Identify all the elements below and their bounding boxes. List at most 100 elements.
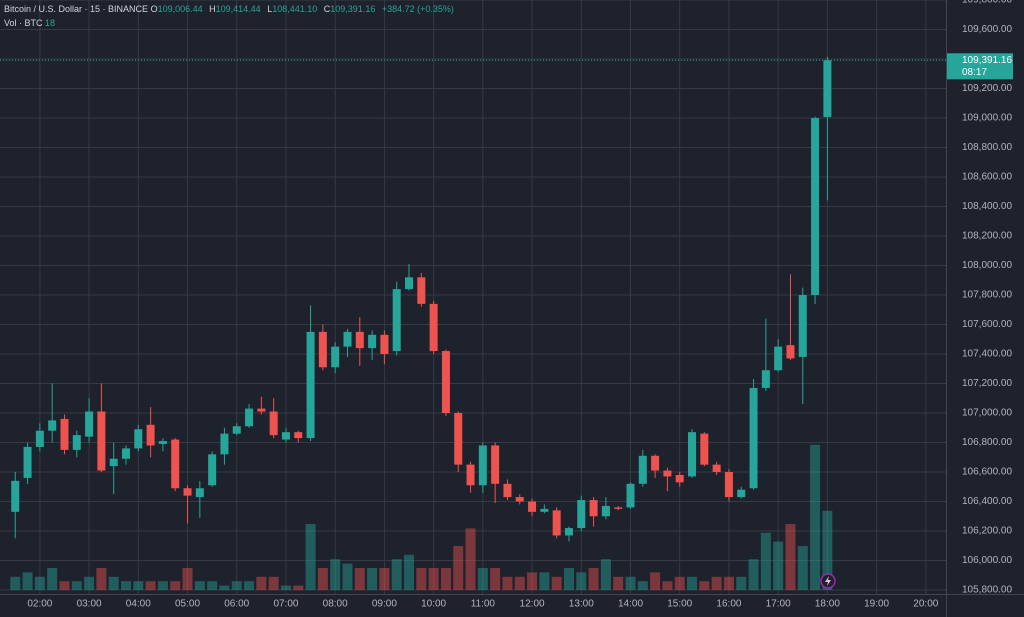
candle-body <box>700 433 709 465</box>
volume-bar <box>514 576 525 590</box>
volume-bar <box>379 568 390 590</box>
candle-body <box>146 424 155 446</box>
volume-bar <box>810 444 821 590</box>
candle-body <box>749 387 758 489</box>
y-tick-label: 106,000.00 <box>962 555 1012 566</box>
symbol: Bitcoin / U.S. Dollar · 15 · BINANCE <box>4 4 149 14</box>
change: +384.72 (+0.35%) <box>381 4 454 14</box>
volume-bar <box>59 581 70 590</box>
y-tick-label: 108,400.00 <box>962 201 1012 212</box>
volume-bar <box>723 576 734 590</box>
candle-body <box>601 505 610 517</box>
volume-bar <box>182 568 193 590</box>
x-tick-label: 03:00 <box>77 599 102 610</box>
legend-row: Bitcoin / U.S. Dollar · 15 · BINANCE O10… <box>4 2 458 16</box>
candle-body <box>97 411 106 471</box>
candle-body <box>11 480 20 512</box>
volume-bar <box>453 546 464 590</box>
volume-bar <box>576 572 587 590</box>
volume-bar <box>416 568 427 590</box>
x-tick-label: 17:00 <box>766 599 791 610</box>
candle-body <box>798 295 807 357</box>
candle-body <box>774 346 783 371</box>
candle-body <box>503 483 512 498</box>
volume-bar <box>145 581 156 590</box>
candle-body <box>515 497 524 502</box>
candle-body <box>528 501 537 512</box>
volume-bar <box>280 585 291 590</box>
volume-bar <box>10 576 21 590</box>
candle-body <box>786 345 795 359</box>
candle-body <box>343 331 352 347</box>
candle-body <box>737 489 746 498</box>
y-tick-label: 107,400.00 <box>962 349 1012 360</box>
last-price-label: 109,391.16 <box>962 55 1012 66</box>
candle-body <box>48 420 57 431</box>
candle-body <box>269 411 278 436</box>
volume-name: Vol · BTC <box>4 18 43 28</box>
candle-body <box>811 118 820 296</box>
candle-body <box>368 334 377 349</box>
volume-bar <box>170 581 181 590</box>
candle-body <box>688 432 697 477</box>
candle-body <box>638 455 647 484</box>
y-tick-label: 107,600.00 <box>962 319 1012 330</box>
volume-bar <box>539 572 550 590</box>
label: C <box>323 4 331 14</box>
candle-body <box>60 418 69 450</box>
volume-bar <box>96 568 107 590</box>
y-tick-label: 106,200.00 <box>962 526 1012 537</box>
y-tick-label: 106,400.00 <box>962 496 1012 507</box>
volume-bar <box>293 585 304 590</box>
candle-body <box>257 408 266 412</box>
volume-bar <box>305 524 316 590</box>
x-tick-label: 16:00 <box>716 599 741 610</box>
candle-body <box>183 488 192 496</box>
volume-bar <box>490 568 501 590</box>
candle-body <box>441 351 450 414</box>
volume-bar <box>317 568 328 590</box>
y-tick-label: 108,600.00 <box>962 172 1012 183</box>
volume-bar <box>207 581 218 590</box>
volume-bar <box>47 568 58 590</box>
volume-bar <box>699 581 710 590</box>
candle-body <box>331 346 340 368</box>
candle-body <box>195 488 204 498</box>
volume-bar <box>477 568 488 590</box>
candle-body <box>429 303 438 352</box>
candle-body <box>294 432 303 439</box>
legend: Bitcoin / U.S. Dollar · 15 · BINANCE O10… <box>4 2 458 30</box>
candle-body <box>109 458 118 467</box>
candles <box>11 56 832 542</box>
volume-bar <box>84 576 95 590</box>
candle-body <box>72 435 81 450</box>
candle-body <box>232 426 241 434</box>
y-tick-label: 105,800.00 <box>962 585 1012 596</box>
volume-bar <box>367 568 378 590</box>
x-tick-label: 19:00 <box>864 599 889 610</box>
volume-bars <box>10 444 833 590</box>
volume-bar <box>711 576 722 590</box>
candle-body <box>675 474 684 483</box>
volume-bar <box>465 528 476 590</box>
volume-bar <box>440 568 451 590</box>
candle-body <box>85 411 94 437</box>
candle-body <box>134 429 143 449</box>
x-tick-label: 20:00 <box>913 599 938 610</box>
volume-bar <box>625 576 636 590</box>
axes: 105,800.00 106,000.00 106,200.00 106,400.00… <box>0 0 1013 610</box>
candle-body <box>171 439 180 489</box>
volume-bar <box>822 510 833 590</box>
y-tick-label: 109,000.00 <box>962 113 1012 124</box>
y-tick-label: 107,000.00 <box>962 408 1012 419</box>
volume-bar <box>637 581 648 590</box>
volume-bar <box>133 581 144 590</box>
x-tick-label: 10:00 <box>421 599 446 610</box>
x-tick-label: 15:00 <box>667 599 692 610</box>
candle-body <box>761 370 770 388</box>
y-tick-label: 107,200.00 <box>962 378 1012 389</box>
volume-bar <box>687 576 698 590</box>
x-tick-label: 13:00 <box>569 599 594 610</box>
y-tick-label: 108,200.00 <box>962 231 1012 242</box>
